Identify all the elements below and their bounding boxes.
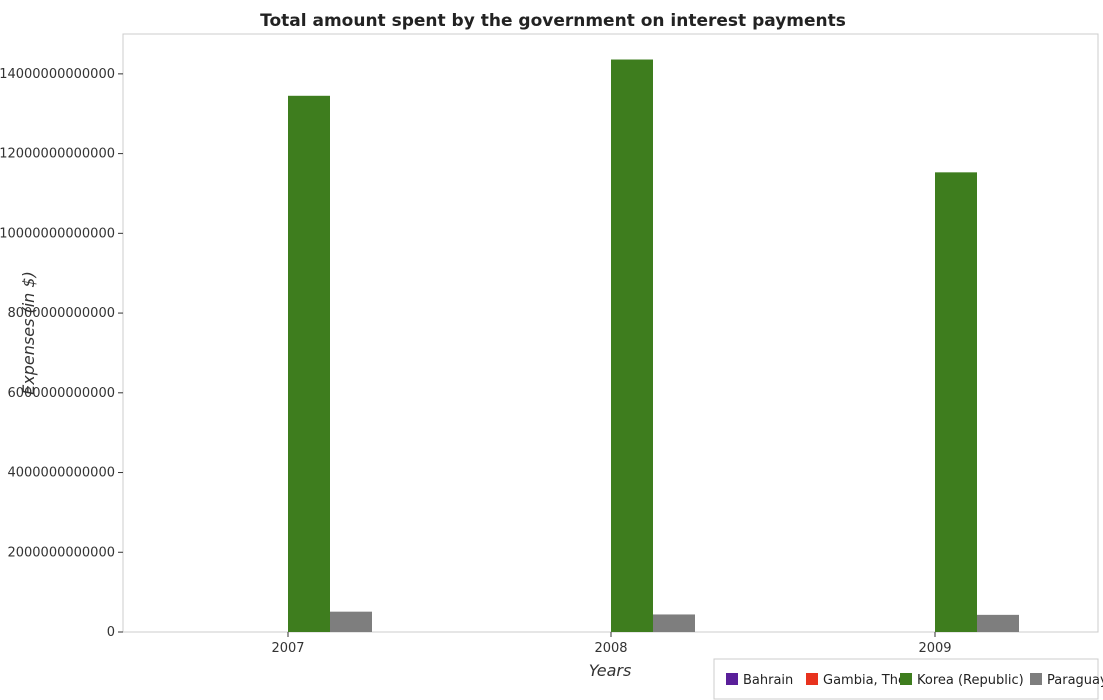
y-tick-label: 0 [107, 625, 115, 640]
bar [935, 172, 977, 632]
x-tick-label: 2009 [918, 641, 951, 656]
bar [653, 614, 695, 632]
bar [977, 614, 1019, 632]
x-tick-label: 2007 [271, 641, 304, 656]
bars-group [288, 59, 1019, 633]
legend-swatch [900, 673, 912, 685]
y-tick-label: 8000000000000 [7, 306, 115, 321]
y-axis-ticks: 0 2000000000000 4000000000000 6000000000000… [0, 67, 123, 640]
y-tick-label: 6000000000000 [7, 386, 115, 401]
legend: Bahrain Gambia, The Korea (Republic) Paragu… [713, 658, 1103, 700]
x-tick-label: 2008 [594, 641, 627, 656]
y-tick-label: 14000000000000 [0, 67, 115, 82]
legend-label: Paraguay [1047, 673, 1103, 688]
y-axis-label: Expenses (in $) [19, 271, 38, 395]
y-tick-label: 4000000000000 [7, 466, 115, 481]
x-axis-label: Years [589, 661, 632, 680]
legend-swatch [726, 673, 738, 685]
x-axis-ticks: 2007 2008 2009 [271, 632, 952, 656]
legend-swatch [1030, 673, 1042, 685]
bar [330, 611, 372, 632]
bar [611, 59, 653, 633]
chart-title: Total amount spent by the government on … [260, 11, 846, 31]
legend-label: Bahrain [743, 673, 793, 688]
y-tick-label: 2000000000000 [7, 545, 115, 560]
legend-label: Korea (Republic) [917, 673, 1024, 688]
legend-label: Gambia, The [823, 673, 906, 688]
bar [288, 95, 330, 632]
legend-swatch [806, 673, 818, 685]
y-tick-label: 12000000000000 [0, 147, 115, 162]
y-tick-label: 10000000000000 [0, 226, 115, 241]
